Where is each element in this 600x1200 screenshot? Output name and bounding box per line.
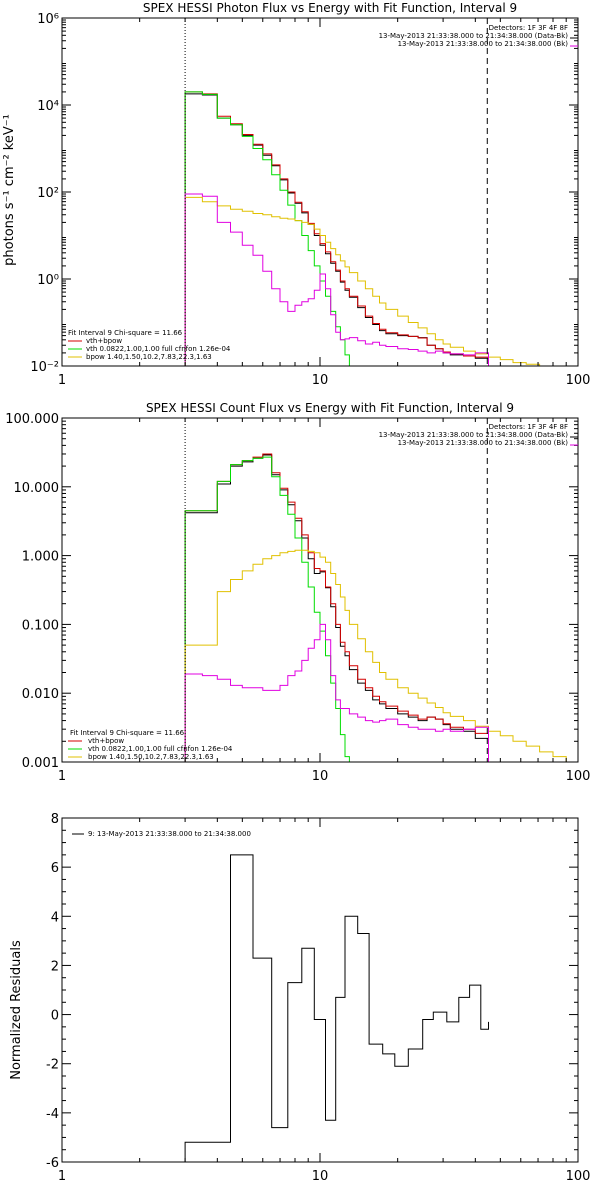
y-tick-label: 0 [51, 1009, 59, 1024]
count-legend-bk: 13-May-2013 21:33:38.000 to 21:34:38.000… [398, 439, 569, 447]
series-group [184, 453, 578, 762]
series-line-bk [184, 623, 489, 762]
series-line-bpow [184, 549, 578, 762]
plot-frame [61, 417, 579, 763]
y-tick-label: 10⁻² [30, 360, 59, 375]
y-tick-label: 10⁶ [37, 12, 59, 27]
count-flux-panel: SPEX HESSI Count Flux vs Energy with Fit… [5, 401, 591, 784]
photon-legend-bk: 13-May-2013 21:33:38.000 to 21:34:38.000… [398, 40, 569, 48]
photon-legend-data-bk: 13-May-2013 21:33:38.000 to 21:34:38.000… [379, 32, 569, 40]
x-tick-label: 10 [312, 1169, 329, 1184]
y-tick-label: 8 [51, 812, 59, 827]
photon-panel-ylabel: photons s⁻¹ cm⁻² keV⁻¹ [2, 114, 17, 266]
count-legend-total: vth+bpow [88, 737, 124, 745]
series-line-residuals [184, 854, 489, 1162]
y-tick-label: 100.000 [5, 412, 59, 427]
photon-legend-bpow: bpow 1.40,1.50,10.2,7.83,22.3,1.63 [86, 353, 212, 361]
x-tick-label: 100 [566, 373, 591, 388]
photon-legend-vth: vth 0.0822,1.00,1.00 full cfnfon 1.26e-0… [86, 345, 231, 353]
series-group [184, 854, 489, 1162]
y-tick-label: -6 [46, 1156, 59, 1171]
x-tick-label: 10 [312, 373, 329, 388]
y-tick-label: 4 [51, 910, 59, 925]
photon-panel-title: SPEX HESSI Photon Flux vs Energy with Fi… [143, 1, 517, 15]
x-tick-label: 100 [566, 769, 591, 784]
x-tick-label: 1 [58, 1169, 66, 1184]
series-line-bpow [184, 196, 554, 366]
y-tick-label: 0.010 [22, 687, 59, 702]
photon-legend-total: vth+bpow [86, 337, 122, 345]
count-fit-interval: Fit Interval 9 Chi-square = 11.66 [70, 729, 185, 737]
x-tick-label: 1 [58, 373, 66, 388]
y-tick-label: 2 [51, 959, 59, 974]
y-tick-label: 10⁰ [37, 273, 59, 288]
photon-legend-detectors: Detectors: 1F 3F 4F 8F [489, 24, 568, 32]
series-line-vth-bpow [184, 453, 489, 762]
y-tick-label: 1.000 [22, 550, 59, 565]
count-legend-bpow: bpow 1.40,1.50,10.2,7.83,22.3,1.63 [88, 753, 214, 761]
photon-flux-panel: SPEX HESSI Photon Flux vs Energy with Fi… [2, 1, 591, 388]
residuals-ylabel: Normalized Residuals [9, 940, 24, 1080]
residuals-panel: Normalized Residuals 1 10 100 -6 -4 -2 0 2 4 6 8 9… [9, 812, 591, 1184]
photon-fit-interval: Fit Interval 9 Chi-square = 11.66 [68, 329, 183, 337]
y-tick-label: 6 [51, 861, 59, 876]
y-tick-label: 0.001 [22, 756, 59, 771]
count-legend-detectors: Detectors: 1F 3F 4F 8F [489, 423, 568, 431]
y-tick-label: -2 [46, 1058, 59, 1073]
series-line-bk [184, 193, 489, 366]
y-tick-label: -4 [46, 1107, 59, 1122]
count-legend-data-bk: 13-May-2013 21:33:38.000 to 21:34:38.000… [379, 431, 569, 439]
x-tick-label: 100 [566, 1169, 591, 1184]
series-line-vth-bpow [184, 91, 489, 366]
y-tick-label: 10² [37, 186, 59, 201]
count-panel-title: SPEX HESSI Count Flux vs Energy with Fit… [146, 401, 514, 415]
plot-frame [61, 817, 579, 1163]
residuals-legend: 9: 13-May-2013 21:33:38.000 to 21:34:38.… [88, 830, 251, 838]
plot-frame [61, 17, 579, 367]
y-tick-label: 10.000 [14, 481, 60, 496]
count-legend-vth: vth 0.0822,1.00,1.00 full cfnfon 1.26e-0… [88, 745, 233, 753]
x-tick-label: 1 [58, 769, 66, 784]
y-tick-label: 0.100 [22, 618, 59, 633]
series-line-vth [184, 91, 350, 366]
y-tick-label: 10⁴ [37, 99, 59, 114]
x-tick-label: 10 [312, 769, 329, 784]
series-group [184, 91, 554, 366]
